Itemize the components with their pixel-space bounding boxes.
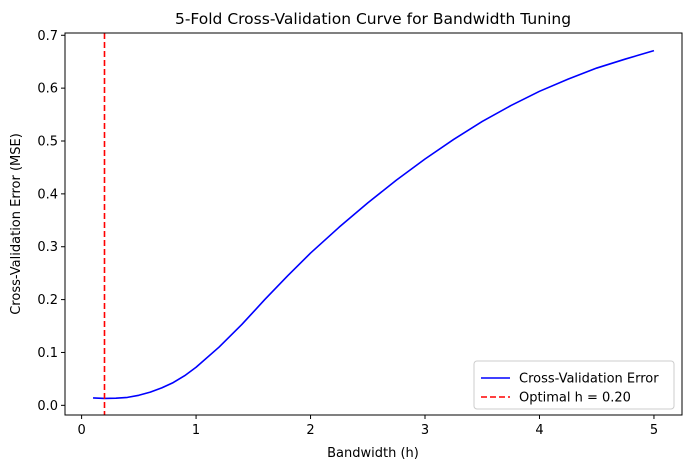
y-tick-label: 0.6 [37, 82, 58, 97]
series-layer [93, 33, 655, 415]
y-tick-label: 0.3 [37, 240, 58, 255]
y-tick-label: 0.7 [37, 29, 58, 44]
y-tick-label: 0.1 [37, 346, 58, 361]
plot-frame [64, 32, 683, 416]
x-axis: 0 1 2 3 4 5 [77, 415, 658, 438]
x-tick-label: 5 [650, 423, 658, 438]
legend-label-cv-error: Cross-Validation Error [519, 372, 659, 387]
x-axis-label: Bandwidth (h) [327, 446, 419, 461]
x-tick-label: 0 [77, 423, 85, 438]
y-axis-label: Cross-Validation Error (MSE) [9, 133, 24, 315]
x-tick-label: 3 [421, 423, 429, 438]
y-tick-label: 0.5 [37, 135, 58, 150]
x-tick-label: 1 [192, 423, 200, 438]
y-tick-label: 0.0 [37, 399, 58, 414]
y-tick-label: 0.4 [37, 187, 58, 202]
chart-title: 5-Fold Cross-Validation Curve for Bandwi… [175, 10, 571, 28]
legend-box [473, 360, 675, 410]
cv-error-line [93, 49, 655, 400]
y-axis: 0.0 0.1 0.2 0.3 0.4 0.5 0.6 0.7 [37, 29, 65, 414]
x-tick-label: 2 [306, 423, 314, 438]
legend-label-optimal-h: Optimal h = 0.20 [519, 391, 631, 406]
y-tick-label: 0.2 [37, 293, 58, 308]
legend: Cross-Validation Error Optimal h = 0.20 [473, 360, 675, 410]
x-tick-label: 4 [535, 423, 543, 438]
